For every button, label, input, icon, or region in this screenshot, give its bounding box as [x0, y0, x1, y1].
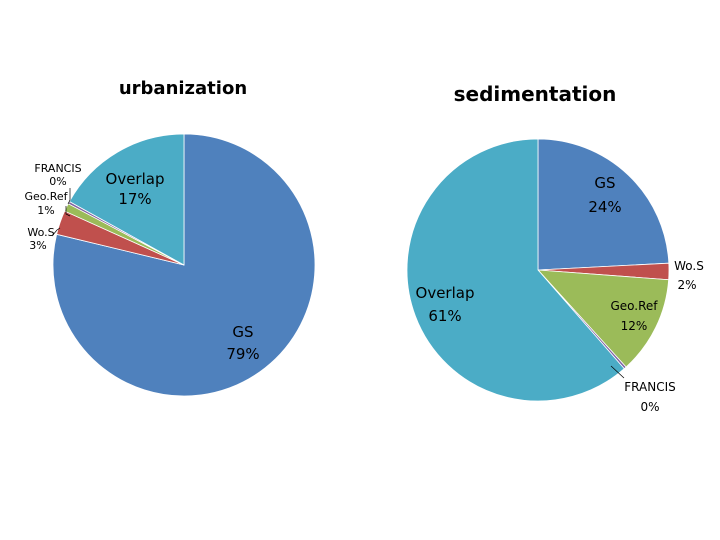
urbanization-slice-gs	[52, 133, 316, 397]
sedimentation-gs-label: GS	[594, 174, 615, 192]
urbanization-georef-leader	[65, 206, 71, 217]
sedimentation-wos-pct: 2%	[677, 278, 696, 292]
sedimentation-overlap-pct: 61%	[428, 307, 461, 325]
urbanization-gs-label: GS	[232, 323, 253, 341]
sedimentation-francis-leader	[610, 365, 625, 379]
urbanization-slice-overlap	[68, 133, 185, 266]
sedimentation-title: sedimentation	[454, 82, 617, 106]
sedimentation-slice-overlap	[406, 138, 625, 402]
urbanization-chart: urbanization Overlap 17% GS 79% FRANCIS …	[24, 78, 316, 397]
urbanization-pie	[52, 133, 316, 397]
sedimentation-georef-label: Geo.Ref	[610, 299, 658, 313]
sedimentation-overlap-label: Overlap	[416, 284, 475, 302]
sedimentation-gs-pct: 24%	[588, 198, 621, 216]
sedimentation-wos-label: Wo.S	[674, 259, 704, 273]
urbanization-georef-pct: 1%	[37, 204, 54, 217]
urbanization-title: urbanization	[119, 78, 247, 99]
sedimentation-francis-pct: 0%	[640, 400, 659, 414]
urbanization-overlap-pct: 17%	[118, 190, 151, 208]
urbanization-francis-leader	[67, 188, 71, 205]
urbanization-francis-pct: 0%	[49, 175, 66, 188]
sedimentation-francis-label: FRANCIS	[624, 380, 675, 394]
sedimentation-pie	[406, 138, 670, 402]
urbanization-wos-label: Wo.S	[27, 226, 54, 239]
urbanization-wos-leader	[51, 227, 61, 237]
sedimentation-slice-geo-ref	[537, 269, 670, 368]
urbanization-georef-label: Geo.Ref	[24, 190, 68, 203]
sedimentation-slice-gs	[537, 138, 670, 271]
urbanization-overlap-label: Overlap	[106, 170, 165, 188]
urbanization-gs-pct: 79%	[226, 345, 259, 363]
sedimentation-chart: sedimentation GS 24% Overlap 61% Geo.Ref…	[406, 82, 704, 414]
sedimentation-georef-pct: 12%	[621, 319, 648, 333]
urbanization-francis-label: FRANCIS	[34, 162, 81, 175]
urbanization-wos-pct: 3%	[29, 239, 46, 252]
